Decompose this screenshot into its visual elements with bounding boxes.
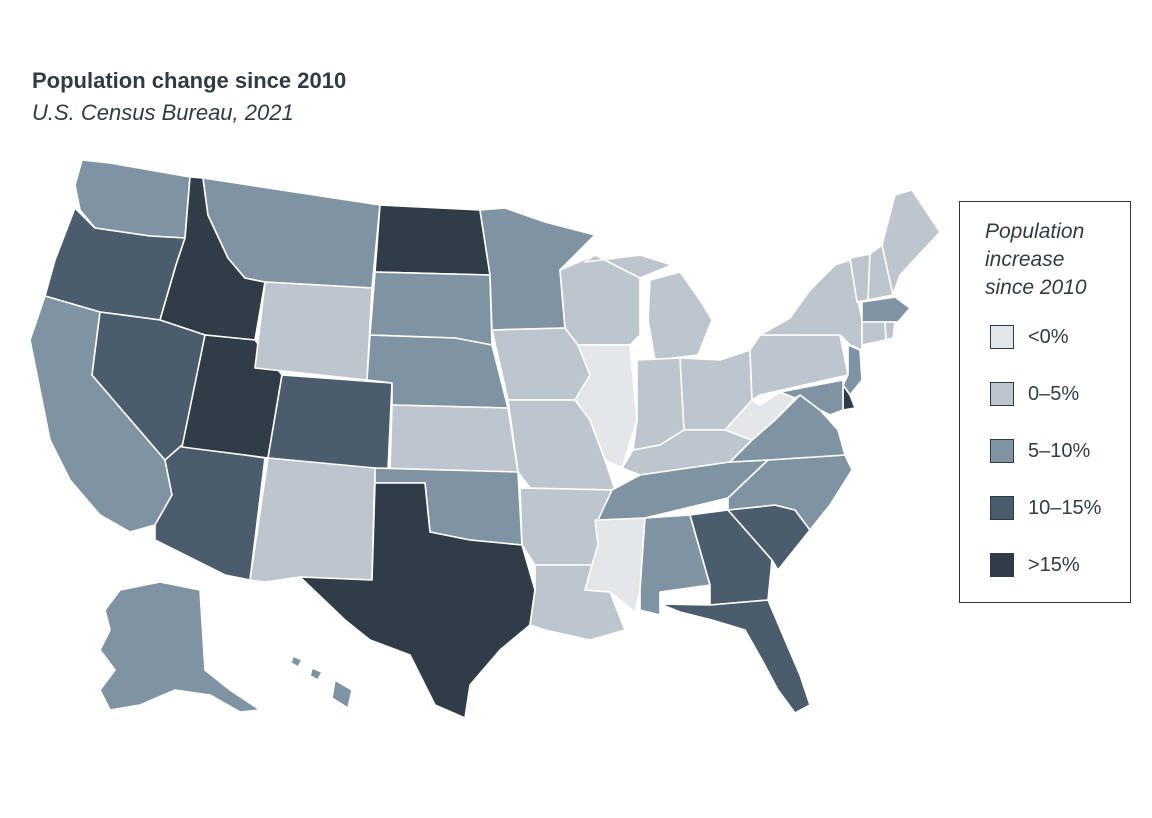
legend-swatch — [990, 553, 1014, 577]
legend-title-line: Population — [985, 220, 1085, 243]
legend-title-line: since 2010 — [985, 276, 1087, 299]
state-ND — [374, 204, 491, 276]
state-AZ — [154, 444, 266, 581]
state-ME — [881, 189, 941, 296]
legend-title-line: increase — [985, 248, 1065, 271]
state-SD — [369, 271, 493, 346]
legend-item: >15% — [990, 550, 1080, 580]
state-IL — [574, 344, 638, 469]
legend-item: 0–5% — [990, 379, 1079, 409]
state-NM — [249, 457, 376, 583]
state-CO — [267, 374, 393, 471]
legend-swatch — [990, 382, 1014, 406]
legend-item: 5–10% — [990, 436, 1090, 466]
legend-title: Population increase since 2010 — [985, 218, 1087, 302]
chart-title: Population change since 2010 — [32, 68, 347, 93]
legend-label: 0–5% — [1028, 382, 1080, 405]
legend-swatch — [990, 496, 1014, 520]
legend: Population increase since 2010 <0% 0–5% … — [959, 201, 1131, 603]
legend-label: 10–15% — [1028, 496, 1102, 519]
legend-item: 10–15% — [990, 493, 1101, 523]
legend-label: <0% — [1028, 325, 1069, 348]
state-CT — [861, 321, 887, 346]
legend-item: <0% — [990, 322, 1069, 352]
legend-label: 5–10% — [1028, 439, 1091, 462]
state-TX — [299, 482, 536, 719]
state-MD — [779, 379, 844, 416]
state-HI — [290, 655, 353, 709]
us-choropleth-map — [29, 159, 941, 719]
state-AK — [99, 581, 261, 713]
legend-swatch — [990, 325, 1014, 349]
state-RI — [884, 321, 896, 341]
state-MA — [861, 296, 911, 323]
state-KS — [389, 404, 519, 473]
state-WY — [254, 281, 373, 381]
legend-label: >15% — [1028, 553, 1080, 576]
chart-subtitle: U.S. Census Bureau, 2021 — [32, 100, 294, 125]
state-FL — [659, 599, 811, 714]
state-MI — [584, 254, 713, 361]
legend-swatch — [990, 439, 1014, 463]
